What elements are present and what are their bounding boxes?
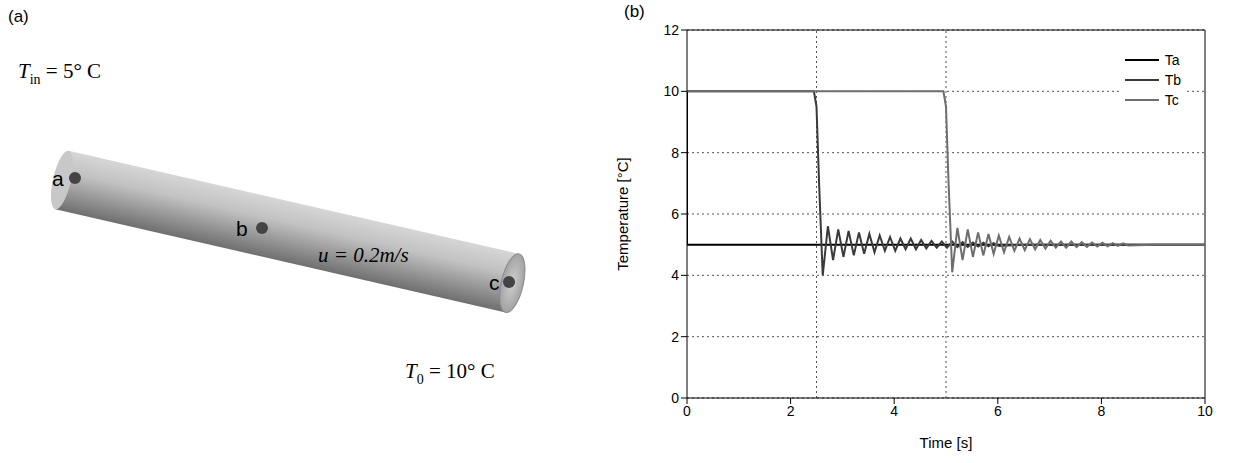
html-text:Ta: Ta [1164,52,1180,68]
svg-text:0: 0 [683,403,691,419]
svg-text:4: 4 [890,403,898,419]
svg-text:(a): (a) [8,7,29,26]
html-text:(b): (b) [624,2,645,21]
svg-text:b: b [236,217,248,240]
svg-text:6: 6 [671,206,679,222]
svg-text:a: a [52,167,64,190]
svg-text:c: c [489,271,500,294]
html-text:Tc: Tc [1164,92,1179,108]
svg-text:Temperature [°C]: Temperature [°C] [614,157,631,271]
svg-text:4: 4 [671,267,679,283]
svg-text:T0 = 10° C: T0 = 10° C [405,359,495,387]
html-text:Tb: Tb [1164,72,1181,88]
svg-text:10: 10 [663,83,679,99]
svg-text:8: 8 [1098,403,1106,419]
svg-text:10: 10 [1197,403,1213,419]
svg-text:6: 6 [994,403,1002,419]
svg-text:Tin = 5° C: Tin = 5° C [18,59,101,87]
svg-text:u = 0.2m/s: u = 0.2m/s [318,243,409,267]
svg-text:2: 2 [787,403,795,419]
svg-text:0: 0 [671,390,679,406]
svg-text:8: 8 [671,145,679,161]
svg-text:12: 12 [663,22,679,38]
svg-text:Time [s]: Time [s] [920,434,973,451]
svg-text:2: 2 [671,329,679,345]
